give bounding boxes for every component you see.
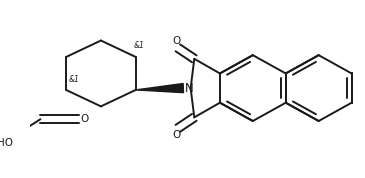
Text: &1: &1 — [69, 75, 80, 84]
Text: O: O — [81, 114, 89, 124]
Text: HO: HO — [0, 138, 13, 148]
Polygon shape — [136, 83, 184, 93]
Text: N: N — [185, 82, 194, 95]
Text: O: O — [172, 36, 180, 46]
Text: &1: &1 — [134, 41, 145, 50]
Text: O: O — [172, 130, 180, 140]
